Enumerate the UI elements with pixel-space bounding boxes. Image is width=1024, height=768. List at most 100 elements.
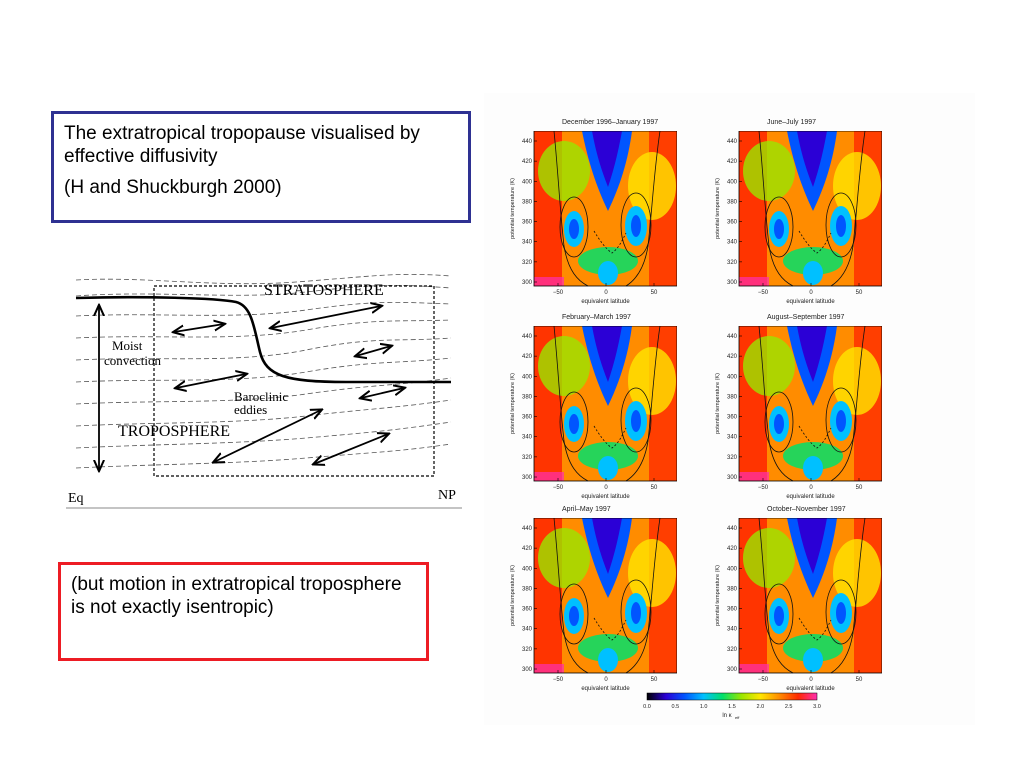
panel-title: December 1996–January 1997 xyxy=(562,119,659,126)
tropopause-line xyxy=(75,295,451,384)
moist-label-1: Moist xyxy=(112,338,143,353)
x-axis-label: equivalent latitude xyxy=(786,494,835,500)
x-tick-label: 50 xyxy=(651,290,658,296)
diffusivity-panel: 440 420 400 380 360 340 320 300 −50 0 50 equivalent… xyxy=(510,518,677,692)
y-tick-label: 400 xyxy=(727,179,738,185)
troposphere-label: TROPOSPHERE xyxy=(118,423,230,440)
baroclinic-label-2: eddies xyxy=(234,402,267,417)
y-tick-label: 360 xyxy=(522,220,533,226)
y-tick-label: 340 xyxy=(727,627,738,633)
y-tick-label: 380 xyxy=(727,394,738,400)
y-tick-label: 420 xyxy=(522,546,533,552)
np-label: NP xyxy=(438,488,456,503)
panel-title: August–September 1997 xyxy=(767,314,845,321)
colorbar-tick-label: 2.0 xyxy=(757,704,765,710)
y-tick-label: 420 xyxy=(522,159,533,165)
y-tick-label: 340 xyxy=(727,435,738,441)
y-tick-label: 380 xyxy=(522,394,533,400)
x-tick-label: −50 xyxy=(553,677,564,683)
arrow xyxy=(271,306,381,328)
y-tick-label: 400 xyxy=(522,566,533,572)
arrow xyxy=(361,388,404,398)
colorbar-tick-label: 0.0 xyxy=(643,704,651,710)
arrow xyxy=(314,434,388,464)
tropopause-schematic: STRATOSPHERE TROPOSPHERE Moist convectio… xyxy=(66,274,462,509)
y-tick-label: 440 xyxy=(522,526,533,532)
colorbar-label: ln κ xyxy=(722,713,732,719)
y-tick-label: 440 xyxy=(727,139,738,145)
eq-label: Eq xyxy=(68,491,84,506)
isentrope-lines xyxy=(75,274,452,469)
y-axis-label: potential temperature (K) xyxy=(715,373,721,434)
y-tick-label: 360 xyxy=(522,415,533,421)
x-tick-label: −50 xyxy=(553,485,564,491)
x-tick-label: 50 xyxy=(856,677,863,683)
diffusivity-panel: 440 420 400 380 360 340 320 300 −50 0 50 equivalent… xyxy=(510,326,677,500)
moist-label-2: convection xyxy=(104,353,162,368)
panel-title: April–May 1997 xyxy=(562,506,611,513)
slide-title: The extratropical tropopause visualised … xyxy=(64,123,420,167)
colorbar-tick-label: 1.0 xyxy=(700,704,708,710)
diffusivity-panel: 440 420 400 380 360 340 320 300 −50 0 50 equivalent… xyxy=(510,131,677,305)
x-tick-label: −50 xyxy=(758,677,769,683)
note-text: (but motion in extratropical troposphere… xyxy=(71,574,402,618)
colorbar-tick-label: 0.5 xyxy=(672,704,680,710)
arrow xyxy=(214,410,321,462)
x-axis-label: equivalent latitude xyxy=(581,299,630,305)
y-tick-label: 320 xyxy=(522,260,533,266)
x-tick-label: −50 xyxy=(758,290,769,296)
note-text-box: (but motion in extratropical troposphere… xyxy=(58,562,429,661)
panel-title: February–March 1997 xyxy=(562,314,631,321)
arrow xyxy=(174,324,224,332)
y-tick-label: 420 xyxy=(727,354,738,360)
x-axis-label: equivalent latitude xyxy=(786,686,835,692)
y-tick-label: 380 xyxy=(727,586,738,592)
y-tick-label: 320 xyxy=(522,647,533,653)
y-tick-label: 340 xyxy=(522,627,533,633)
x-tick-label: 0 xyxy=(809,290,813,296)
y-tick-label: 360 xyxy=(727,220,738,226)
y-axis-label: potential temperature (K) xyxy=(715,565,721,626)
x-tick-label: −50 xyxy=(553,290,564,296)
y-tick-label: 340 xyxy=(522,435,533,441)
diffusivity-panel: 440 420 400 380 360 340 320 300 −50 0 50 equivalent… xyxy=(715,518,882,692)
y-tick-label: 440 xyxy=(522,334,533,340)
y-tick-label: 360 xyxy=(522,607,533,613)
y-tick-label: 300 xyxy=(727,667,738,673)
y-tick-label: 340 xyxy=(522,240,533,246)
y-tick-label: 380 xyxy=(522,586,533,592)
panel-title: October–November 1997 xyxy=(767,506,846,513)
x-tick-label: 50 xyxy=(856,290,863,296)
x-tick-label: 0 xyxy=(604,290,608,296)
y-tick-label: 360 xyxy=(727,415,738,421)
y-tick-label: 340 xyxy=(727,240,738,246)
y-tick-label: 440 xyxy=(522,139,533,145)
stratosphere-label: STRATOSPHERE xyxy=(264,282,384,299)
y-tick-label: 300 xyxy=(522,667,533,673)
x-axis-label: equivalent latitude xyxy=(581,686,630,692)
y-tick-label: 300 xyxy=(727,280,738,286)
x-tick-label: 0 xyxy=(809,485,813,491)
y-tick-label: 300 xyxy=(522,280,533,286)
y-tick-label: 320 xyxy=(522,455,533,461)
y-axis-label: potential temperature (K) xyxy=(510,178,516,239)
diffusivity-panel: 440 420 400 380 360 340 320 300 −50 0 50 equivalent… xyxy=(715,131,882,305)
y-tick-label: 320 xyxy=(727,455,738,461)
y-tick-label: 380 xyxy=(727,199,738,205)
arrow xyxy=(356,346,391,356)
colorbar-tick-label: 2.5 xyxy=(785,704,793,710)
x-tick-label: 0 xyxy=(604,677,608,683)
y-tick-label: 300 xyxy=(727,475,738,481)
y-tick-label: 440 xyxy=(727,334,738,340)
y-tick-label: 400 xyxy=(522,179,533,185)
citation: (H and Shuckburgh 2000) xyxy=(64,177,282,198)
x-tick-label: 0 xyxy=(604,485,608,491)
y-axis-label: potential temperature (K) xyxy=(510,373,516,434)
y-tick-label: 320 xyxy=(727,260,738,266)
y-tick-label: 360 xyxy=(727,607,738,613)
colorbar-tick-label: 3.0 xyxy=(813,704,821,710)
x-axis-label: equivalent latitude xyxy=(581,494,630,500)
x-tick-label: 50 xyxy=(651,485,658,491)
y-tick-label: 400 xyxy=(522,374,533,380)
x-axis-label: equivalent latitude xyxy=(786,299,835,305)
